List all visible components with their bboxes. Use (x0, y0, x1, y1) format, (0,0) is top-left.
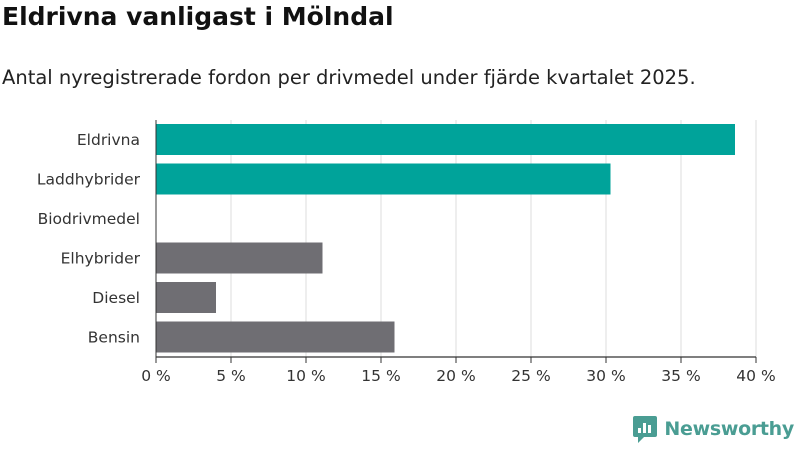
bars (156, 124, 735, 353)
category-label-elhybrider: Elhybrider (61, 250, 141, 268)
chart-title: Eldrivna vanligast i Mölndal (2, 2, 394, 31)
bar-diesel (156, 282, 216, 313)
x-tick-label-35: 35 % (661, 367, 700, 385)
bar-elhybrider (156, 242, 323, 274)
x-tick-label-0: 0 % (141, 367, 171, 385)
category-label-biodrivmedel: Biodrivmedel (38, 210, 140, 228)
category-labels: Eldrivna Laddhybrider Biodrivmedel Elhybrid… (37, 131, 141, 347)
bar-eldrivna (156, 124, 735, 155)
x-tick-label-20: 20 % (436, 367, 475, 385)
gridlines (230, 120, 757, 357)
newsworthy-logo-icon (633, 416, 658, 443)
category-label-diesel: Diesel (92, 289, 140, 307)
brand-name: Newsworthy (664, 418, 794, 440)
x-tick-label-5: 5 % (216, 367, 246, 385)
chart-subtitle: Antal nyregistrerade fordon per drivmede… (2, 66, 696, 89)
bar-laddhybrider (156, 163, 611, 195)
x-axis: 0 % 5 % 10 % 15 % 20 % 25 % 30 % 35 % 40 % (141, 120, 776, 385)
bar-bensin (156, 321, 395, 353)
x-tick-label-30: 30 % (586, 367, 625, 385)
category-label-eldrivna: Eldrivna (77, 131, 140, 149)
x-tick-label-10: 10 % (286, 367, 325, 385)
newsworthy-brand: Newsworthy (632, 414, 794, 444)
category-label-bensin: Bensin (88, 329, 140, 347)
x-tick-label-25: 25 % (511, 367, 550, 385)
x-tick-label-15: 15 % (361, 367, 400, 385)
x-tick-label-40: 40 % (736, 367, 775, 385)
category-label-laddhybrider: Laddhybrider (37, 171, 141, 189)
